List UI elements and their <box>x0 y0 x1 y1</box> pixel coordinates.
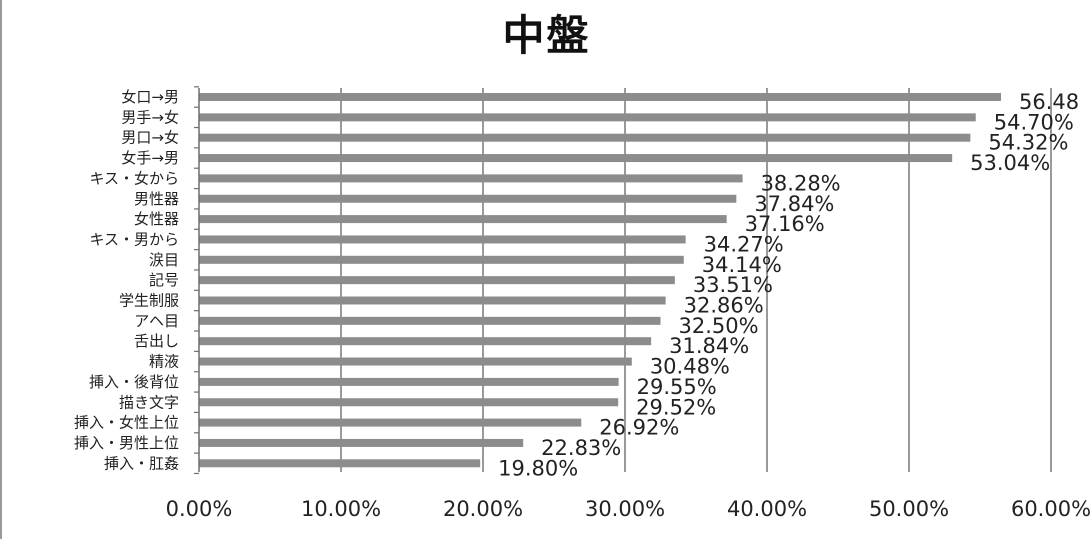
bar <box>199 377 619 386</box>
data-label: 30.48% <box>650 355 730 379</box>
category-label: 女性器 <box>134 210 179 228</box>
bar <box>199 93 1002 101</box>
category-label: 学生制服 <box>119 292 179 310</box>
data-label: 38.28% <box>761 171 841 195</box>
bar <box>199 459 481 468</box>
data-label: 22.83% <box>541 436 621 460</box>
category-label: 男手→女 <box>121 108 179 126</box>
labels: 0.00% 10.00% 20.00% 30.00% 40.00% 50.00% 60.00… <box>74 88 1091 521</box>
category-label: 挿入・女性上位 <box>74 414 179 432</box>
data-label: 19.80% <box>498 456 578 480</box>
category-label: キス・女から <box>89 169 179 187</box>
data-label: 34.14% <box>702 253 782 277</box>
category-label: 挿入・後背位 <box>89 373 179 391</box>
category-label: キス・男から <box>89 230 179 248</box>
y-axis <box>194 86 200 475</box>
category-label: 涙目 <box>149 251 179 269</box>
x-tick-label: 60.00% <box>1011 497 1091 521</box>
bar <box>199 337 652 346</box>
category-label: 挿入・肛姦 <box>104 454 179 472</box>
bar <box>199 154 953 163</box>
x-tick-label: 20.00% <box>443 497 523 521</box>
category-label: 精液 <box>149 353 179 371</box>
data-label: 37.16% <box>745 212 825 236</box>
data-label: 54.70% <box>994 110 1074 134</box>
data-label: 53.04% <box>970 151 1050 175</box>
x-tick-label: 40.00% <box>727 497 807 521</box>
x-tick-label: 50.00% <box>869 497 949 521</box>
x-tick-label: 30.00% <box>585 497 665 521</box>
category-label: 女手→男 <box>121 149 179 167</box>
data-label: 34.27% <box>704 232 784 256</box>
data-label: 26.92% <box>599 416 679 440</box>
data-label: 54.32% <box>988 131 1068 155</box>
bar <box>199 215 727 224</box>
data-label: 29.52% <box>636 395 716 419</box>
data-label: 37.84% <box>754 192 834 216</box>
category-label: 描き文字 <box>119 393 179 411</box>
category-label: 男性器 <box>134 190 179 208</box>
bar <box>199 438 524 447</box>
bar <box>199 418 582 427</box>
data-label: 31.84% <box>669 334 749 358</box>
bar <box>199 113 976 122</box>
category-label: 女口→男 <box>121 88 179 106</box>
data-label: 33.51% <box>693 273 773 297</box>
data-label: 32.50% <box>679 314 759 338</box>
bar <box>199 194 737 203</box>
category-label: 挿入・男性上位 <box>74 434 179 452</box>
category-label: アヘ目 <box>134 312 179 330</box>
bar <box>199 316 661 325</box>
category-label: 記号 <box>149 271 179 289</box>
category-label: 男口→女 <box>121 129 179 147</box>
category-label: 舌出し <box>134 332 179 350</box>
data-label: 56.48 <box>1019 90 1079 114</box>
data-label: 29.55% <box>637 375 717 399</box>
bar <box>199 398 619 407</box>
data-label: 32.86% <box>684 294 764 318</box>
bar <box>199 276 675 285</box>
bars <box>199 93 1002 468</box>
x-tick-label: 0.00% <box>166 497 233 521</box>
bar <box>199 357 632 366</box>
bar <box>199 235 686 244</box>
bar <box>199 255 684 264</box>
x-tick-label: 10.00% <box>301 497 381 521</box>
chart-title: 中盤 <box>502 11 591 60</box>
bar <box>199 174 743 183</box>
bar <box>199 133 971 142</box>
bar <box>199 296 666 305</box>
